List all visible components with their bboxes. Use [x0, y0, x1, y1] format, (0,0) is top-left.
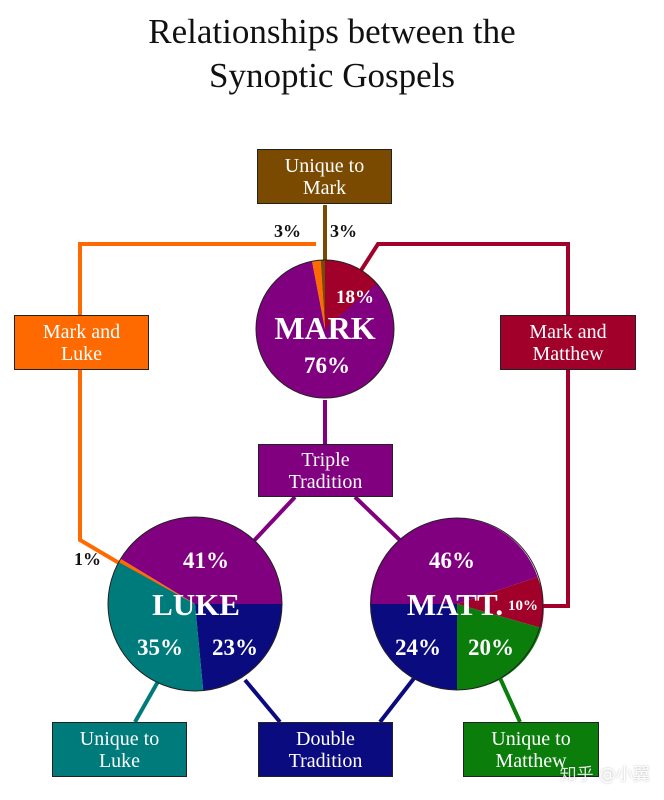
pie-matt — [370, 517, 544, 691]
mark-slice-orange — [312, 260, 325, 329]
luke-orange-label: 1% — [74, 549, 101, 569]
luke-slice-teal — [107, 562, 204, 692]
matt-navy-label: 24% — [395, 635, 441, 660]
matt-name-label: MATT. — [407, 587, 503, 622]
box-mark-luke-line2: Luke — [60, 342, 103, 365]
matt-slice-purple — [370, 518, 538, 604]
box-mark-and-matthew: Mark and Matthew — [500, 315, 636, 370]
matt-slice-crimson — [457, 577, 544, 628]
luke-navy-label: 23% — [212, 635, 258, 660]
box-mark-and-luke: Mark and Luke — [14, 315, 149, 370]
box-unique-to-matthew: Unique to Matthew — [463, 722, 599, 777]
diagram-title: Relationships between the Synoptic Gospe… — [0, 10, 664, 98]
mark-slice-brown — [320, 260, 325, 329]
box-unique-to-luke: Unique to Luke — [52, 722, 187, 777]
box-unique-mark-line1: Unique to — [284, 154, 365, 177]
box-mark-matthew-line2: Matthew — [532, 342, 604, 365]
box-double-line2: Tradition — [288, 749, 363, 772]
box-unique-mark-line2: Mark — [302, 176, 347, 199]
connector-matt-double — [378, 675, 417, 724]
box-unique-matthew-line2: Matthew — [495, 749, 567, 772]
matt-green-label: 20% — [468, 635, 514, 660]
box-mark-matthew-line1: Mark and — [529, 320, 607, 343]
connector-triple-luke — [248, 495, 297, 547]
connector-luke-double — [243, 678, 282, 724]
box-double-tradition: Double Tradition — [258, 722, 393, 777]
watermark: 知乎 @小翼 — [559, 765, 650, 785]
matt-purple-label: 46% — [429, 548, 475, 573]
mark-purple-label: 76% — [304, 353, 350, 378]
mark-brown-label: 3% — [330, 221, 357, 241]
mark-name-label: MARK — [274, 310, 375, 346]
connector-triple-matt — [353, 495, 407, 547]
connector-luke-unique — [133, 677, 162, 723]
pie-mark — [255, 259, 395, 399]
luke-purple-label: 41% — [183, 548, 229, 573]
box-unique-matthew-line1: Unique to — [491, 727, 571, 750]
box-double-line1: Double — [296, 727, 355, 750]
title-line-1: Relationships between the — [148, 12, 516, 51]
matt-slice-green — [457, 604, 542, 691]
luke-name-label: LUKE — [152, 587, 240, 622]
box-triple-line2: Tradition — [288, 470, 363, 493]
box-mark-luke-line1: Mark and — [42, 320, 121, 343]
box-triple-tradition: Triple Tradition — [258, 444, 393, 497]
box-triple-line1: Triple — [301, 448, 350, 471]
box-unique-to-mark: Unique to Mark — [257, 149, 392, 204]
connector-mark-matthew — [358, 242, 570, 608]
box-unique-luke-line1: Unique to — [79, 727, 160, 750]
matt-slice-navy — [370, 604, 457, 691]
luke-slice-navy — [195, 604, 282, 691]
mark-orange-label: 3% — [274, 221, 301, 241]
luke-slice-purple — [120, 516, 283, 604]
mark-slice-crimson — [325, 259, 377, 329]
luke-teal-label: 35% — [137, 635, 183, 660]
luke-slice-orange — [118, 558, 195, 604]
connector-matt-unique — [498, 677, 522, 723]
box-unique-luke-line2: Luke — [98, 749, 141, 772]
title-line-2: Synoptic Gospels — [209, 56, 455, 95]
mark-crimson-label: 18% — [336, 287, 374, 308]
pie-luke — [107, 516, 283, 692]
matt-crimson-label: 10% — [508, 598, 538, 614]
